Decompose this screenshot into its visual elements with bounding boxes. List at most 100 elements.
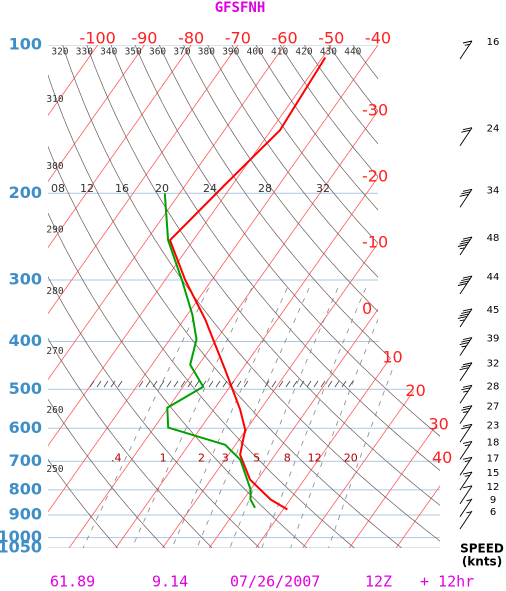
mixing-ratio-label: 8 (284, 451, 291, 464)
dry-adiabat (279, 45, 440, 548)
temperature-label: -100 (80, 29, 116, 48)
y-tick-label: 1000 (0, 527, 42, 546)
chart-title: GFSFNH (215, 0, 266, 16)
wind-barb (459, 362, 473, 381)
wind-speed-label: 34 (487, 185, 500, 196)
wind-speed-label: 44 (487, 272, 500, 283)
wind-barb (459, 127, 473, 146)
theta-label: 410 (271, 47, 288, 58)
wind-barb (457, 236, 473, 256)
hatch (327, 380, 333, 388)
theta-label: 310 (46, 94, 63, 105)
wind-barb (459, 423, 473, 443)
footer-text: 61.89 (50, 573, 95, 591)
isotherm (48, 45, 332, 548)
dry-adiabat (110, 45, 440, 548)
wind-speed-label: 45 (487, 305, 500, 316)
mixing-ratio-line (196, 287, 310, 548)
hatch (152, 380, 158, 388)
upper-label: 20 (155, 182, 169, 195)
isotherm (48, 45, 192, 548)
wind-barb (459, 40, 473, 60)
mixing-ratio-line (290, 287, 392, 548)
temperature-label: 20 (405, 381, 425, 400)
hatch (96, 380, 102, 388)
hatch (215, 380, 221, 388)
theta-label: 420 (295, 47, 312, 58)
hatch (166, 380, 172, 388)
temperature-label: -80 (178, 29, 204, 48)
dry-adiabat (48, 45, 118, 548)
temperature-label: 40 (432, 448, 452, 467)
dry-adiabat (48, 45, 213, 548)
y-tick-label: 600 (9, 418, 42, 437)
hatch (208, 380, 214, 388)
theta-label: 250 (46, 464, 63, 475)
wind-barb (459, 456, 473, 476)
hatch (243, 380, 249, 388)
wind-barb (459, 485, 473, 505)
dry-adiabat (158, 45, 440, 548)
theta-label: 370 (173, 47, 190, 58)
wind-speed-label: 32 (487, 359, 500, 370)
theta-label: 400 (247, 47, 264, 58)
wind-speed-label: 15 (487, 468, 500, 479)
wind-barb (459, 498, 473, 518)
mixing-ratio-label: 5 (253, 451, 260, 464)
temperature-label: -20 (362, 167, 388, 186)
hatch (278, 380, 284, 388)
mixing-ratio-label: 1 (160, 451, 167, 464)
wind-speed-label: 16 (487, 37, 500, 48)
wind-speed-label: 18 (487, 437, 500, 448)
wind-barb (459, 440, 473, 460)
hatch (299, 380, 305, 388)
theta-label: 330 (76, 47, 93, 58)
upper-label: 12 (80, 182, 94, 195)
theta-label: 340 (100, 47, 117, 58)
mixing-ratio-line (82, 287, 209, 548)
hatch (180, 380, 186, 388)
footer-text: 07/26/2007 (230, 573, 320, 591)
mixing-ratio-line (131, 287, 253, 548)
hatch (306, 380, 312, 388)
mixing-ratio-line (171, 287, 288, 548)
dry-adiabat (48, 45, 402, 548)
wind-barb (457, 275, 473, 295)
theta-label: 360 (149, 47, 166, 58)
wind-speed-label: 24 (487, 124, 500, 135)
mixing-ratio-line (229, 287, 339, 548)
isotherm (48, 45, 145, 548)
wind-barb (457, 308, 473, 328)
hatch (334, 380, 340, 388)
temperature-label: 30 (428, 414, 448, 433)
theta-label: 390 (222, 47, 239, 58)
temperature-label: 0 (362, 299, 372, 318)
isotherm (48, 45, 379, 548)
hatch (236, 380, 242, 388)
isotherm (162, 45, 440, 548)
theta-label: 300 (46, 161, 63, 172)
isotherm (48, 45, 239, 548)
temperature-label: -60 (272, 29, 298, 48)
sounding-line (163, 193, 256, 509)
temperature-label: 10 (382, 347, 402, 366)
footer-text: 12Z (365, 573, 392, 591)
footer-text: + 12hr (420, 573, 474, 591)
mixing-ratio-label: .4 (111, 451, 122, 464)
mixing-ratio-label: 2 (198, 451, 205, 464)
isotherm (349, 45, 440, 548)
theta-label: 380 (198, 47, 215, 58)
hatch (159, 380, 165, 388)
hatch (89, 380, 95, 388)
wind-speed-label: 17 (487, 453, 500, 464)
temperature-label: -70 (225, 29, 251, 48)
y-tick-label: 500 (9, 379, 42, 398)
upper-label: 24 (203, 182, 217, 195)
dry-adiabat (255, 45, 440, 548)
y-tick-label: 800 (9, 479, 42, 498)
y-tick-label: 300 (9, 270, 42, 289)
theta-label: 430 (320, 47, 337, 58)
upper-label: 32 (316, 182, 330, 195)
